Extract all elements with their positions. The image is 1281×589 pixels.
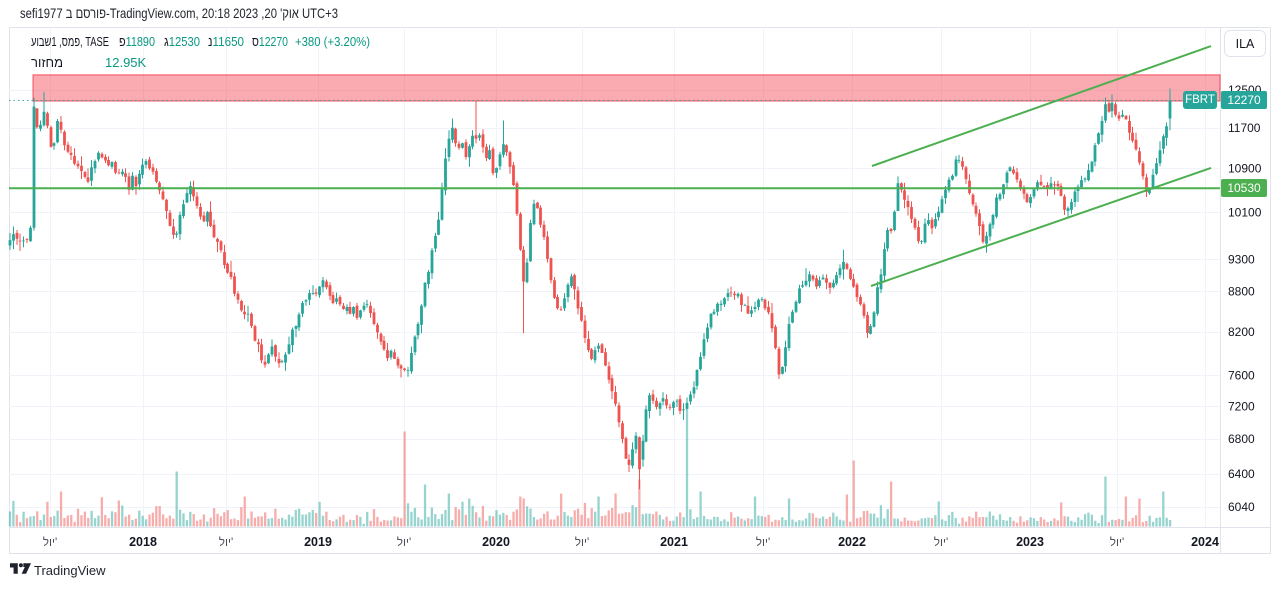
price-axis-label: 6800 [1228,432,1255,446]
time-axis-label: 2018 [129,535,157,549]
channel-upper-line[interactable] [871,45,1212,167]
publication-title-text: sefi1977 פורסם ב-TradingView.com, אוק' 2… [20,5,338,21]
price-axis-label: 6400 [1228,467,1255,481]
volume-legend-label: מחזור [31,56,63,69]
time-axis-label: 2024 [1191,535,1219,549]
candle-bodies-up [8,100,1172,466]
ohlc-item-value: 11650 [212,34,244,49]
ohlc-item-value: 12270 [258,34,288,49]
tradingview-watermark-text: TradingView [34,563,106,578]
ohlc-item: פ11890 [119,35,162,48]
ohlc-item: נ11650 [208,35,248,48]
candle-wicks-down [16,100,1147,490]
resistance-zone[interactable] [32,74,1221,102]
ohlc-item: ס12270 [252,35,297,48]
time-axis-label: יול' [397,536,411,549]
price-axis-label: 11700 [1228,121,1261,135]
price-axis-label: 8200 [1228,325,1255,339]
candle-bodies-down [15,103,1148,470]
time-axis-label: יול' [43,536,57,549]
support-price-tag: 10530 [1221,179,1267,197]
ohlc-item-label: ס [252,34,259,49]
price-axis-label: 8800 [1228,284,1255,298]
change-value-text: +380 (+3.20%) [295,34,370,49]
time-axis[interactable]: יול' 2018 יול' 2019 יול' 2020 יול' 2021 יול' 2022… [43,535,1219,549]
time-axis-label: יול' [219,536,233,549]
ohlc-item-value: 12530 [168,34,200,49]
time-axis-label: 2019 [304,535,332,549]
time-axis-label: 2022 [838,535,866,549]
ohlc-item-label: פ [119,34,126,49]
symbol-description: פמס, 1שבוע, TASE [31,34,109,49]
time-axis-label: 2020 [482,535,510,549]
candle-wicks-up [9,88,1171,469]
time-axis-label: יול' [756,536,770,549]
volume-label-text: מחזור [31,54,64,70]
time-axis-label: יול' [575,536,589,549]
price-axis-label: 9300 [1228,253,1255,267]
symbol-legend-row: פמס, 1שבוע, TASE [31,35,139,48]
time-axis-label: יול' [1110,536,1124,549]
ohlc-item-text: נ11650 [208,35,244,48]
publication-title: sefi1977 פורסם ב-TradingView.com, אוק' 2… [20,5,415,21]
price-axis-label: 10100 [1228,205,1262,219]
ohlc-item-text: ס12270 [252,35,288,48]
price-axis[interactable]: 1250011700109001010093008800820076007200… [1228,83,1262,514]
price-axis-label: 7600 [1228,368,1255,382]
price-axis-label: 10900 [1228,162,1262,176]
currency-unit-button[interactable]: ILA [1224,30,1266,57]
volume-legend-value: 12.95K [105,56,146,69]
chart-frame [9,27,1271,554]
ohlc-item-text: ג12530 [164,35,200,48]
ohlc-item-label: נ [207,34,213,49]
change-value: +380 (+3.20%) [295,35,381,48]
ohlc-item-value: 11890 [125,34,155,49]
volume-bars [8,402,1172,527]
volume-value-text: 12.95K [105,54,147,70]
tradingview-logo-icon [10,563,31,574]
ohlc-item-label: ג [164,34,169,49]
price-axis-label: 7200 [1228,399,1255,413]
last-price-tag: 12270 [1221,91,1267,109]
tradingview-watermark[interactable]: TradingView [10,563,106,577]
time-axis-label: 2021 [660,535,688,549]
time-axis-label: יול' [934,536,948,549]
symbol-price-label: FBRT [1183,91,1217,109]
ohlc-item-text: פ11890 [119,35,155,48]
ohlc-item: ג12530 [164,35,206,48]
price-axis-label: 6040 [1228,500,1255,514]
grid [9,27,1220,527]
time-axis-label: 2023 [1016,535,1044,549]
